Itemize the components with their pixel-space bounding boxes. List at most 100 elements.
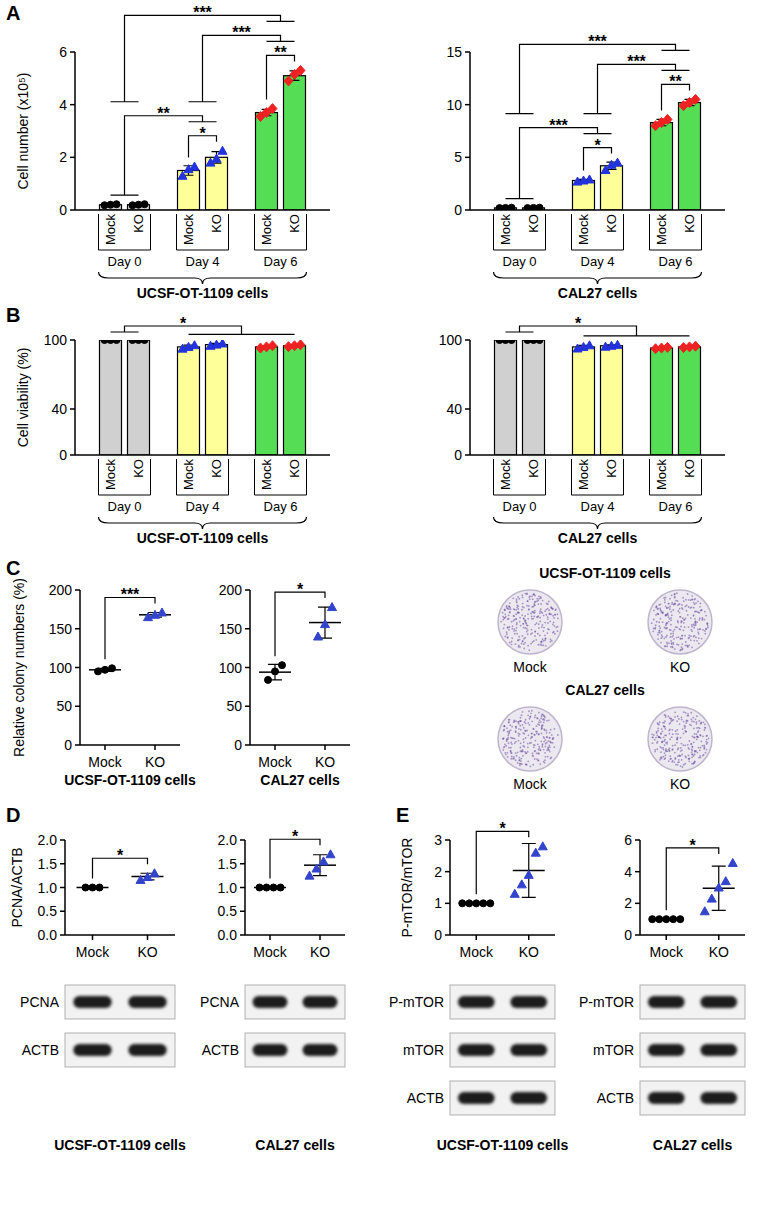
colony [661,631,663,633]
colony [521,594,523,596]
bar [206,157,228,210]
colony [518,721,520,723]
x-tick-label: KO [287,459,302,478]
colony [513,721,515,723]
colony [685,731,687,733]
colony [700,722,702,724]
y-tick [465,51,470,53]
x-axis [470,209,725,211]
colony [658,724,660,726]
colony [540,596,542,598]
colony [704,630,706,632]
y-tick [445,871,450,873]
y-tick [60,887,65,889]
colony [541,727,543,729]
blot-band [303,1044,338,1056]
colony [532,594,534,596]
x-tick-label: Mock [103,214,118,246]
colony [550,613,552,615]
colony [656,605,658,607]
x-tick-label: Mock [498,214,513,246]
colony [670,617,672,619]
colony [693,624,695,626]
colony [696,738,698,740]
colony [671,614,673,616]
colony [675,764,677,766]
x-tick-label: KO [145,754,165,770]
colony [515,613,517,615]
y-tick-label: 6 [59,44,67,60]
colony [705,741,707,743]
y-tick [635,903,640,905]
colony [668,607,670,609]
colony [661,741,663,743]
colony [674,596,676,598]
colony [523,618,525,620]
colony [543,640,545,642]
colony [653,619,655,621]
colony [654,749,656,751]
colony [693,614,695,616]
colony [688,758,690,760]
y-axis-title: PCNA/ACTB [9,847,25,927]
x-axis [640,934,745,936]
colony [510,758,512,760]
colony [517,733,519,735]
colony [527,743,529,745]
y-tick [60,839,65,841]
colony [684,626,686,628]
colony [528,710,530,712]
colony [699,628,701,630]
x-axis-title: CAL27 cells [255,1137,335,1153]
colony [694,618,696,620]
colony [696,723,698,725]
y-axis [639,840,641,935]
group-label: Day 0 [108,499,142,514]
colony [685,722,687,724]
colony [552,742,554,744]
colony [684,619,686,621]
colony [517,639,519,641]
colony [526,764,528,766]
colony [543,737,545,739]
colony [504,725,506,727]
x-axis-title: CAL27 cells [653,1137,733,1153]
colony [535,731,537,733]
colony [669,733,671,735]
colony [686,610,688,612]
colony [694,750,696,752]
colony [677,747,679,749]
data-point [721,877,730,885]
colony [527,600,529,602]
colony [510,737,512,739]
y-tick-label: 1.5 [218,856,238,872]
colony [700,723,702,725]
data-point [524,870,533,878]
colony [547,616,549,618]
colony [698,633,700,635]
colony [534,612,536,614]
y-tick-label: 100 [49,660,73,676]
significance-label: *** [588,33,607,50]
colony [665,748,667,750]
colony [507,756,509,758]
colony [690,599,692,601]
colony [534,734,536,736]
y-tick [240,839,245,841]
colony [684,730,686,732]
colony [681,716,683,718]
colony [525,623,527,625]
colony [503,624,505,626]
colony [548,745,550,747]
colony [513,630,515,632]
data-point [96,884,103,891]
colony [691,746,693,748]
data-point [314,632,323,640]
colony [666,613,668,615]
colony [678,761,680,763]
colony [545,638,547,640]
colony [693,755,695,757]
colony [655,624,657,626]
colony [509,719,511,721]
blot-frame [245,1033,345,1067]
